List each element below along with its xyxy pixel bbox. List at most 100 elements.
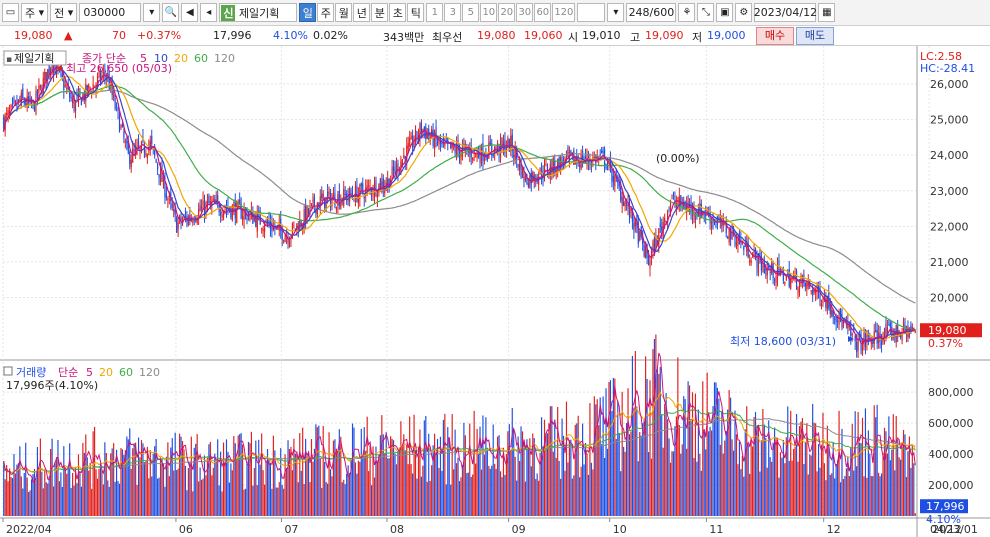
volume-bar	[734, 410, 736, 516]
volume-bar	[549, 406, 551, 516]
candle-body	[552, 157, 554, 174]
stock-chart[interactable]: 26,000 25,000 24,000 23,000 22,000 21,000 20,0…	[0, 46, 990, 537]
volume-bar	[321, 487, 323, 516]
candle-body	[558, 157, 560, 171]
interval-10[interactable]: 10	[480, 3, 498, 22]
volume-bar	[521, 431, 524, 516]
interval-60[interactable]: 60	[534, 3, 552, 22]
volume-bar	[186, 490, 188, 516]
speaker-icon[interactable]: ◀	[181, 3, 199, 22]
volume-bar	[467, 472, 469, 516]
candle-body	[205, 202, 207, 215]
candle-body	[661, 226, 663, 231]
volume-bar	[442, 419, 444, 516]
search-icon[interactable]: 🔍	[162, 3, 180, 22]
volume-bar	[782, 439, 784, 516]
save-icon[interactable]: ▣	[716, 3, 734, 22]
count-field[interactable]: 248/600	[626, 3, 677, 22]
candle-body	[672, 195, 675, 197]
candle-body	[876, 329, 878, 344]
volume-bar	[32, 474, 34, 516]
volume-bar	[634, 350, 636, 516]
candle-body	[356, 185, 358, 202]
volume-bar	[244, 488, 247, 516]
interval-20[interactable]: 20	[498, 3, 516, 22]
turnover-rate: 0.02%	[313, 29, 348, 42]
volume-bar	[310, 439, 313, 516]
candle-body	[132, 148, 134, 163]
interval-1[interactable]: 1	[426, 3, 444, 22]
tab-6[interactable]: 틱	[407, 3, 425, 22]
arrow-left-icon[interactable]: ◂	[200, 3, 218, 22]
calendar-icon[interactable]: ▦	[818, 3, 836, 22]
stock-name-field[interactable]: 신 제일기획	[219, 3, 298, 22]
legend-price: 종가 단순	[82, 52, 126, 65]
candle-body	[322, 193, 324, 200]
up-arrow-icon: ▲	[64, 29, 73, 42]
market-select[interactable]: 주 ▾	[21, 3, 49, 22]
volume-bar	[381, 415, 383, 516]
tab-0[interactable]: 일	[299, 3, 317, 22]
tab-5[interactable]: 초	[389, 3, 407, 22]
candle-body	[370, 188, 373, 194]
volume-bar	[140, 440, 143, 516]
candle-body	[885, 324, 887, 337]
date-field[interactable]: 2023/04/12	[754, 3, 817, 22]
candle-body	[863, 333, 865, 345]
volume-bar	[810, 455, 812, 516]
code-dropdown-icon[interactable]: ▾	[143, 3, 161, 22]
draw-icon[interactable]: ⤡	[697, 3, 715, 22]
candle-body	[369, 187, 371, 189]
candle-body	[148, 145, 150, 151]
volume-bar	[231, 470, 233, 516]
volume-bar	[690, 419, 692, 516]
volume-bar	[428, 433, 430, 516]
candle-body	[429, 136, 431, 142]
volume-bar	[703, 430, 705, 516]
window-icon[interactable]: ▭	[2, 3, 19, 22]
tab-4[interactable]: 분	[371, 3, 389, 22]
candle-body	[44, 71, 46, 81]
volume-bar	[561, 418, 563, 516]
volume-bar	[662, 447, 664, 516]
candle-body	[30, 99, 33, 105]
candle-body	[667, 211, 669, 223]
candle-body	[750, 260, 752, 264]
volume-bar	[727, 409, 729, 516]
volume-bar	[353, 427, 355, 516]
ma120-line	[3, 89, 916, 304]
buy-button[interactable]: 매수	[756, 27, 794, 45]
candle-body	[121, 123, 124, 127]
volume-bar	[66, 473, 68, 516]
tab-3[interactable]: 년	[353, 3, 371, 22]
volume-bar	[513, 429, 515, 516]
volume-bar	[69, 443, 71, 516]
candle-body	[565, 151, 568, 154]
period-type-select[interactable]: 전 ▾	[50, 3, 78, 22]
gear-icon[interactable]: ⚙	[735, 3, 753, 22]
indicator-icon[interactable]: ⚘	[678, 3, 696, 22]
interval-30[interactable]: 30	[516, 3, 534, 22]
volume-bar	[694, 393, 697, 516]
code-input[interactable]: 030000	[79, 3, 142, 22]
volume-bar	[195, 443, 197, 516]
candle-body	[645, 246, 647, 258]
custom-interval-input[interactable]	[577, 3, 606, 22]
volume-bar	[568, 439, 570, 516]
candle-body	[80, 99, 82, 106]
vma120-line	[3, 417, 916, 474]
volume-bar	[835, 464, 837, 516]
candle-body	[560, 157, 562, 169]
tab-2[interactable]: 월	[335, 3, 353, 22]
volume-bar	[533, 438, 535, 516]
candle-body	[174, 209, 176, 215]
sell-button[interactable]: 매도	[796, 27, 834, 45]
candle-body	[737, 237, 739, 246]
interval-5[interactable]: 5	[462, 3, 480, 22]
interval-120[interactable]: 120	[552, 3, 576, 22]
volume-bar	[650, 458, 653, 516]
interval-dropdown-icon[interactable]: ▾	[607, 3, 625, 22]
tab-1[interactable]: 주	[317, 3, 335, 22]
volume-bar	[313, 448, 316, 516]
interval-3[interactable]: 3	[444, 3, 462, 22]
